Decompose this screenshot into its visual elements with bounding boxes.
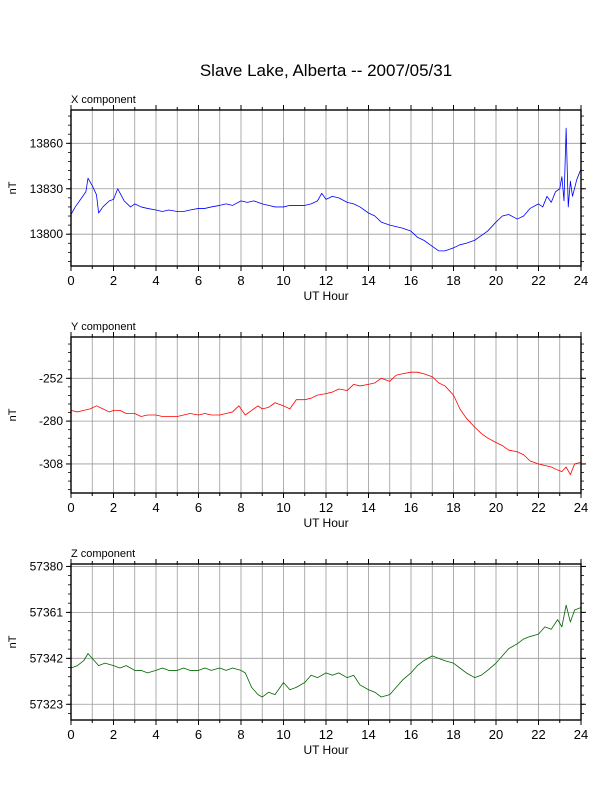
series-line-3 — [70, 604, 582, 698]
x-tick-label: 6 — [195, 500, 202, 515]
y-tick-label: 13830 — [30, 182, 64, 196]
y-tick-label: 57323 — [30, 697, 64, 711]
x-tick-label: 22 — [531, 500, 545, 515]
x-tick-label: 8 — [237, 273, 244, 288]
x-tick-label: 18 — [446, 273, 460, 288]
series-line-1 — [70, 127, 582, 252]
x-tick-label: 6 — [195, 273, 202, 288]
x-tick-label: 16 — [404, 500, 418, 515]
x-tick-label: 16 — [404, 273, 418, 288]
y-tick-label: 13800 — [30, 227, 64, 241]
x-tick-label: 4 — [152, 500, 159, 515]
panel-title: Z component — [71, 548, 135, 560]
x-tick-label: 14 — [361, 500, 375, 515]
x-tick-label: 4 — [152, 273, 159, 288]
x-tick-label: 0 — [67, 727, 74, 742]
x-tick-label: 16 — [404, 727, 418, 742]
y-axis-label: nT — [7, 181, 19, 194]
y-axis-label: nT — [7, 408, 19, 421]
x-tick-label: 2 — [110, 273, 117, 288]
y-tick-label: -308 — [39, 457, 63, 471]
x-tick-label: 10 — [276, 500, 290, 515]
series-line-2 — [70, 371, 582, 476]
y-tick-label: 57380 — [30, 559, 64, 573]
x-tick-label: 20 — [489, 500, 503, 515]
y-tick-label: -280 — [39, 414, 63, 428]
x-tick-label: 0 — [67, 273, 74, 288]
x-tick-label: 18 — [446, 727, 460, 742]
plot-frame — [70, 336, 582, 494]
x-tick-label: 2 — [110, 500, 117, 515]
y-tick-label: -252 — [39, 371, 63, 385]
x-tick-label: 24 — [574, 500, 588, 515]
x-tick-label: 12 — [319, 273, 333, 288]
x-axis-label: UT Hour — [303, 516, 348, 530]
x-axis-label: UT Hour — [303, 743, 348, 757]
x-tick-label: 8 — [237, 727, 244, 742]
x-tick-label: 8 — [237, 500, 244, 515]
x-tick-label: 22 — [531, 273, 545, 288]
page-title: Slave Lake, Alberta -- 2007/05/31 — [200, 61, 452, 80]
x-tick-label: 20 — [489, 273, 503, 288]
x-tick-label: 14 — [361, 273, 375, 288]
x-tick-label: 14 — [361, 727, 375, 742]
x-tick-label: 10 — [276, 727, 290, 742]
y-tick-label: 57342 — [30, 651, 64, 665]
x-tick-label: 2 — [110, 727, 117, 742]
x-tick-label: 22 — [531, 727, 545, 742]
x-axis-label: UT Hour — [303, 289, 348, 303]
x-tick-label: 0 — [67, 500, 74, 515]
x-tick-label: 12 — [319, 500, 333, 515]
x-tick-label: 18 — [446, 500, 460, 515]
plot-frame — [70, 563, 582, 721]
panel-title: Y component — [71, 321, 136, 333]
plot-frame — [70, 109, 582, 267]
x-tick-label: 10 — [276, 273, 290, 288]
x-tick-label: 20 — [489, 727, 503, 742]
x-tick-label: 4 — [152, 727, 159, 742]
x-tick-label: 6 — [195, 727, 202, 742]
y-tick-label: 13860 — [30, 136, 64, 150]
y-axis-label: nT — [7, 635, 19, 648]
x-tick-label: 12 — [319, 727, 333, 742]
x-tick-label: 24 — [574, 273, 588, 288]
panel-title: X component — [71, 94, 136, 106]
y-tick-label: 57361 — [30, 605, 64, 619]
x-tick-label: 24 — [574, 727, 588, 742]
